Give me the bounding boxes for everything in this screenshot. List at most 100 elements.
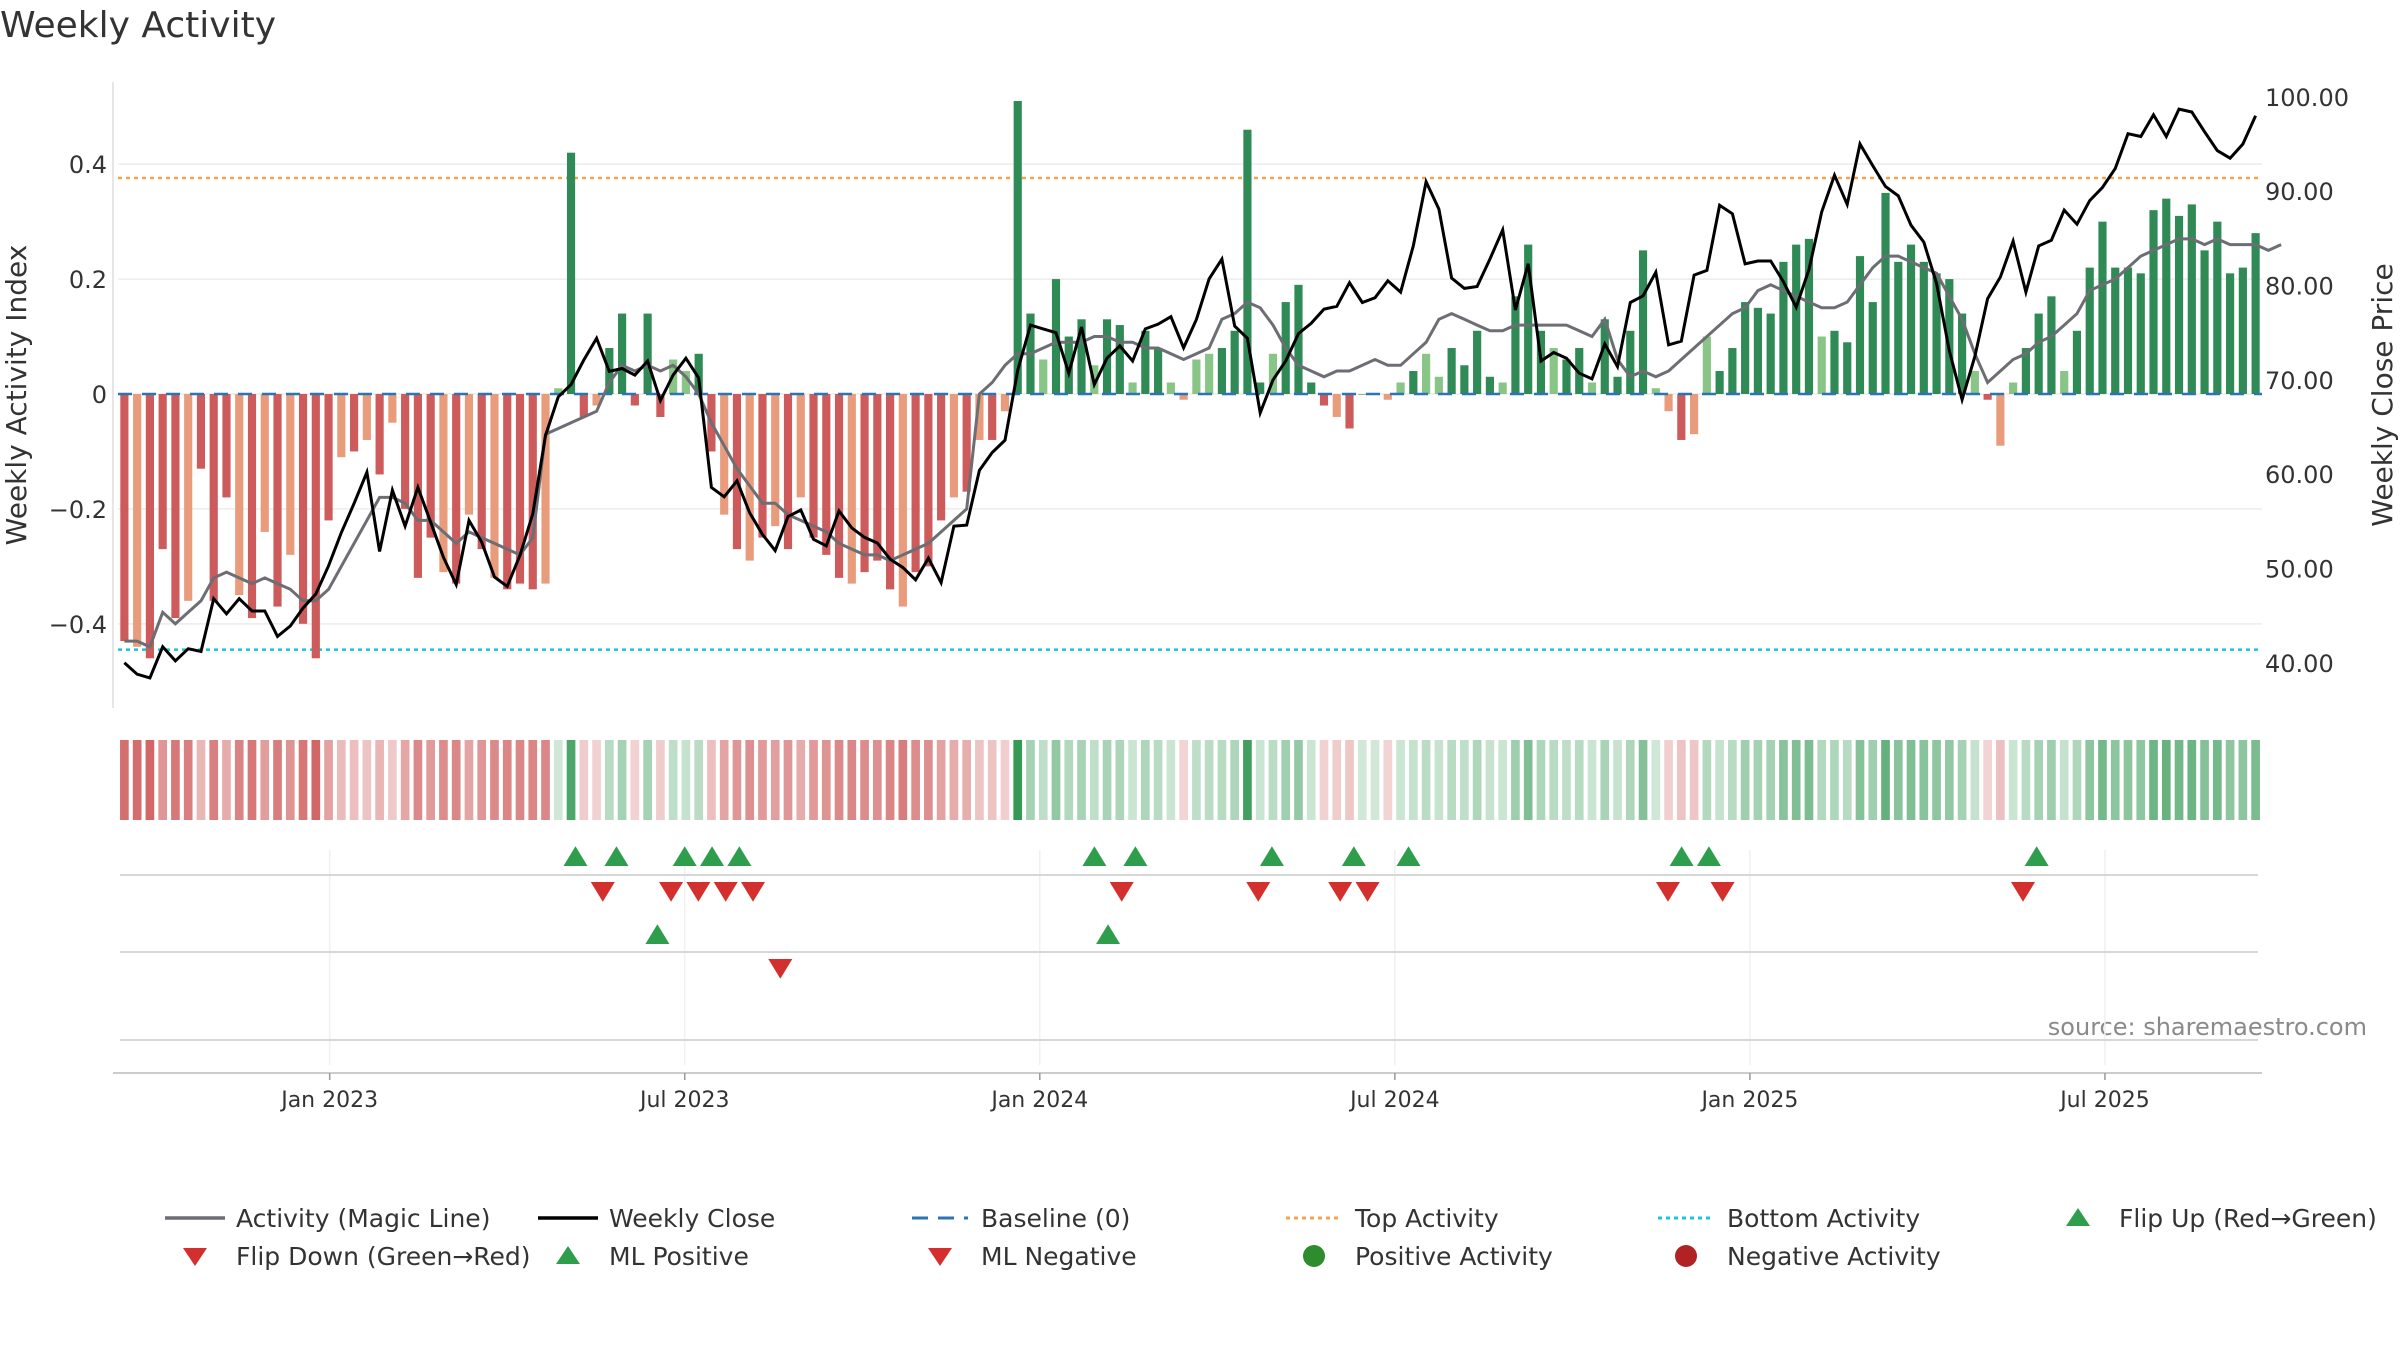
heat-strip-cell xyxy=(528,740,538,820)
activity-bar xyxy=(1690,394,1699,435)
heat-strip-cell xyxy=(987,740,997,820)
source-credit: source: sharemaestro.com xyxy=(2048,1013,2367,1041)
activity-bar xyxy=(1473,330,1482,394)
activity-bar xyxy=(2111,267,2120,394)
activity-bar xyxy=(771,394,780,527)
heat-strip-cell xyxy=(1383,740,1393,820)
heat-strip-cell xyxy=(2034,740,2044,820)
heat-strip-cell xyxy=(2110,740,2120,820)
heat-strip-cell xyxy=(1472,740,1482,820)
x-tick-label: Jan 2024 xyxy=(989,1088,1088,1113)
heat-strip-cell xyxy=(349,740,359,820)
activity-bar xyxy=(196,394,206,469)
activity-bar xyxy=(145,394,154,659)
x-tick-label: Jan 2025 xyxy=(1699,1088,1798,1113)
legend-item: Baseline (0) xyxy=(912,1204,1130,1233)
activity-bar xyxy=(503,394,512,590)
heat-strip-cell xyxy=(247,740,257,820)
heat-strip-cell xyxy=(643,740,652,820)
heat-strip-cell xyxy=(1179,740,1188,820)
heat-strip-cell xyxy=(2123,740,2133,820)
flip-down-marker xyxy=(686,882,711,902)
heat-strip-cell xyxy=(668,740,678,820)
heat-strip-cell xyxy=(681,740,691,820)
heat-strip-cell xyxy=(1779,740,1788,820)
legend-label: Negative Activity xyxy=(1727,1242,1941,1271)
activity-bar xyxy=(235,394,244,596)
heat-strip-cell xyxy=(1549,740,1559,820)
heat-strip-cell xyxy=(2008,740,2018,820)
activity-bar xyxy=(1702,336,1711,394)
activity-bar xyxy=(1766,313,1775,394)
activity-bar xyxy=(1307,382,1316,394)
heat-strip-cell xyxy=(732,740,742,820)
heat-strip-cell xyxy=(1638,740,1648,820)
activity-bar xyxy=(2021,348,2030,394)
activity-bar xyxy=(1817,336,1826,394)
legend-symbol xyxy=(556,1246,580,1264)
legend-label: ML Positive xyxy=(609,1242,749,1271)
heat-strip-cell xyxy=(847,740,857,820)
heat-strip-cell xyxy=(1204,740,1214,820)
heat-strip-cell xyxy=(1957,740,1967,820)
activity-bar xyxy=(988,394,997,440)
activity-bar xyxy=(630,394,639,406)
flip-down-marker xyxy=(1109,882,1134,902)
activity-bar xyxy=(2060,371,2069,394)
heat-strip-cell xyxy=(426,740,436,820)
heat-strip-cell xyxy=(1702,740,1712,820)
heat-strip-cell xyxy=(1511,740,1520,820)
activity-bar xyxy=(2136,273,2145,394)
activity-bar xyxy=(1958,313,1967,394)
activity-bar xyxy=(247,394,257,619)
heat-strip-cell xyxy=(872,740,882,820)
heat-strip-cell xyxy=(311,740,321,820)
heat-strip-cell xyxy=(502,740,512,820)
heat-strip-cell xyxy=(1357,740,1367,820)
activity-bar xyxy=(1511,296,1520,394)
activity-bar xyxy=(566,152,576,394)
heat-strip-cell xyxy=(413,740,423,820)
activity-bar xyxy=(783,394,793,550)
heat-strip-cell xyxy=(1536,740,1546,820)
activity-bar xyxy=(1919,261,1928,394)
activity-bar xyxy=(937,394,946,521)
heat-strip-cell xyxy=(1319,740,1329,820)
activity-bar xyxy=(1294,284,1303,394)
heat-strip-cell xyxy=(949,740,959,820)
activity-bar xyxy=(1587,382,1597,394)
activity-bar xyxy=(1115,325,1124,394)
activity-bar xyxy=(452,394,461,584)
heat-strip-cell xyxy=(1689,740,1699,820)
heat-strip-cell xyxy=(234,740,244,820)
heat-strip-cell xyxy=(2072,740,2082,820)
activity-bar xyxy=(834,394,844,578)
activity-bar xyxy=(924,394,933,567)
flip-up-marker xyxy=(1341,846,1366,866)
activity-bar xyxy=(1396,382,1405,394)
heat-strip-cell xyxy=(707,740,716,820)
activity-bar xyxy=(464,394,474,515)
activity-bar xyxy=(2213,221,2222,394)
activity-bar xyxy=(1141,330,1150,394)
activity-bar xyxy=(311,394,320,659)
activity-bar xyxy=(1077,319,1086,394)
heat-strip-cell xyxy=(656,740,665,820)
flip-down-marker xyxy=(1328,882,1353,902)
y2-tick-label: 100.00 xyxy=(2265,84,2349,112)
activity-bar xyxy=(1843,342,1852,394)
heat-strip-cell xyxy=(630,740,640,820)
heat-strip-cell xyxy=(1625,740,1635,820)
activity-bar xyxy=(2047,296,2056,394)
heat-strip-cell xyxy=(821,740,831,820)
heat-strip-cell xyxy=(1408,740,1418,820)
legend-item: Negative Activity xyxy=(1675,1242,1941,1271)
flip-down-marker xyxy=(1246,882,1271,902)
flip-up-marker xyxy=(1259,846,1284,866)
activity-bar xyxy=(222,394,231,498)
heat-strip-cell xyxy=(1830,740,1839,820)
activity-bar xyxy=(873,394,882,561)
x-tick-label: Jul 2023 xyxy=(638,1088,730,1113)
heat-strip-cell xyxy=(2149,740,2158,820)
activity-bar xyxy=(758,394,767,538)
